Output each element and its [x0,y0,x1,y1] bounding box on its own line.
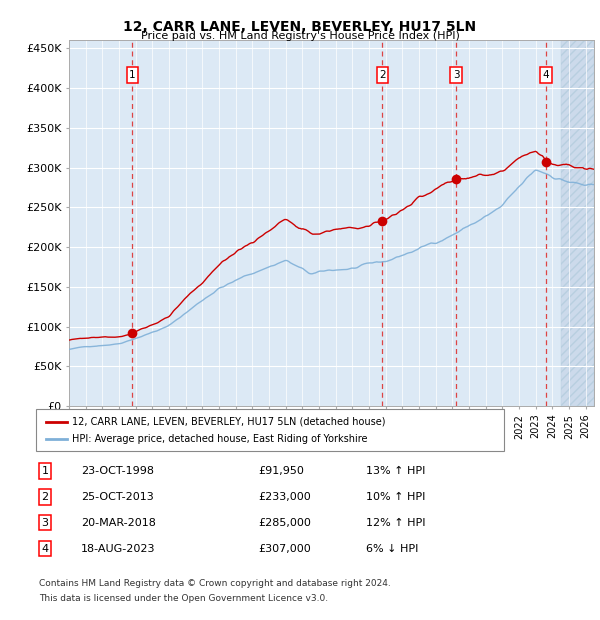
Text: £91,950: £91,950 [258,466,304,476]
Bar [560,40,594,406]
Text: 2: 2 [379,70,386,80]
Text: Contains HM Land Registry data © Crown copyright and database right 2024.: Contains HM Land Registry data © Crown c… [39,578,391,588]
Text: 3: 3 [452,70,460,80]
Text: 3: 3 [41,518,49,528]
Text: 25-OCT-2013: 25-OCT-2013 [81,492,154,502]
Text: £285,000: £285,000 [258,518,311,528]
Text: 13% ↑ HPI: 13% ↑ HPI [366,466,425,476]
Text: 20-MAR-2018: 20-MAR-2018 [81,518,156,528]
Text: 18-AUG-2023: 18-AUG-2023 [81,544,155,554]
Text: £307,000: £307,000 [258,544,311,554]
Text: Price paid vs. HM Land Registry's House Price Index (HPI): Price paid vs. HM Land Registry's House … [140,31,460,41]
Text: 2: 2 [41,492,49,502]
Text: 1: 1 [41,466,49,476]
Text: £233,000: £233,000 [258,492,311,502]
Text: This data is licensed under the Open Government Licence v3.0.: This data is licensed under the Open Gov… [39,593,328,603]
Text: 1: 1 [129,70,136,80]
Text: 12, CARR LANE, LEVEN, BEVERLEY, HU17 5LN: 12, CARR LANE, LEVEN, BEVERLEY, HU17 5LN [124,20,476,34]
Text: 12% ↑ HPI: 12% ↑ HPI [366,518,425,528]
Text: 4: 4 [543,70,550,80]
Text: 4: 4 [41,544,49,554]
Text: 12, CARR LANE, LEVEN, BEVERLEY, HU17 5LN (detached house): 12, CARR LANE, LEVEN, BEVERLEY, HU17 5LN… [72,417,386,427]
Text: 10% ↑ HPI: 10% ↑ HPI [366,492,425,502]
Text: 6% ↓ HPI: 6% ↓ HPI [366,544,418,554]
Text: 23-OCT-1998: 23-OCT-1998 [81,466,154,476]
Text: HPI: Average price, detached house, East Riding of Yorkshire: HPI: Average price, detached house, East… [72,433,367,444]
